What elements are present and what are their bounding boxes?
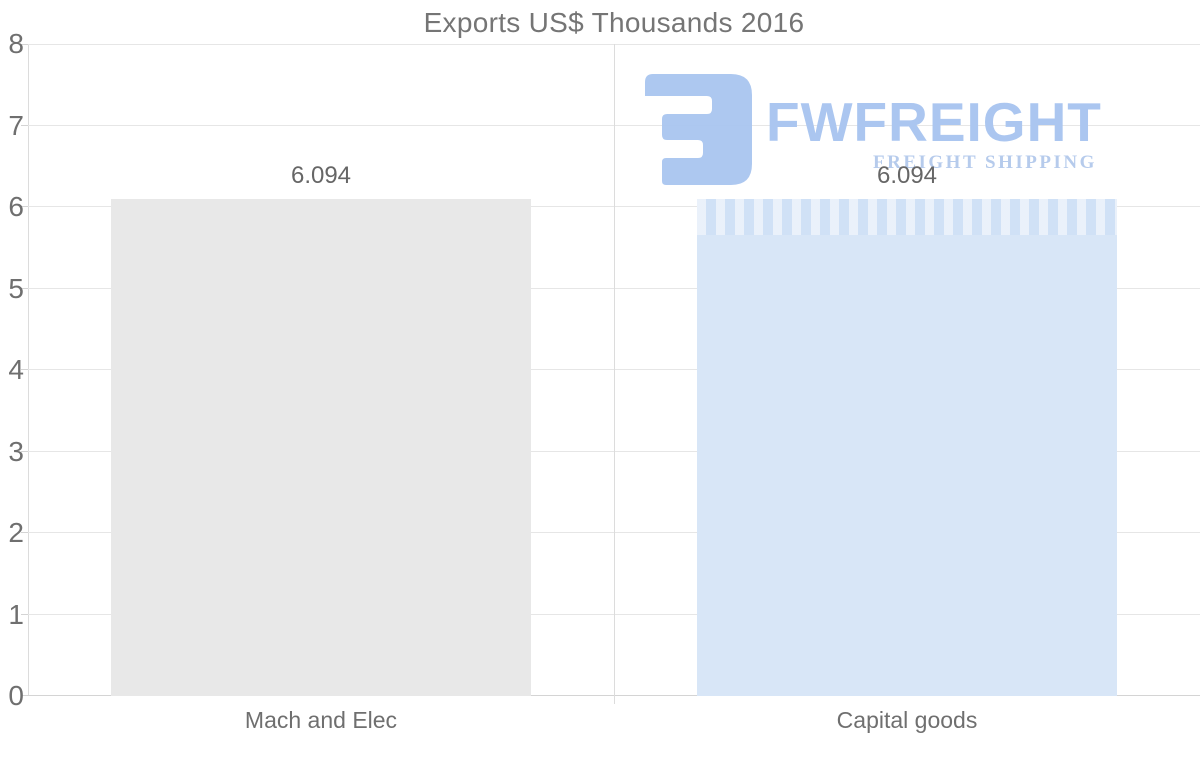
value-label-mach-and-elec: 6.094	[290, 162, 352, 190]
fwfreight-logo-icon	[645, 74, 752, 185]
y-tick-label-2: 2	[8, 517, 24, 548]
category-label-mach-and-elec: Mach and Elec	[244, 707, 398, 733]
watermark-brand-text: FWFREIGHT	[766, 91, 1102, 153]
category-separator	[614, 44, 615, 704]
y-axis-line	[28, 44, 29, 696]
bar-capital-goods	[697, 199, 1117, 696]
y-tick-mark-1	[21, 613, 28, 615]
y-tick-mark-6	[21, 206, 28, 207]
chart-title: Exports US$ Thousands 2016	[423, 7, 805, 38]
y-tick-mark-7	[21, 124, 28, 126]
y-tick-label-6: 6	[8, 191, 24, 222]
y-tick-label-3: 3	[8, 435, 24, 467]
y-tick-mark-0	[21, 695, 28, 696]
watermark-tagline-text: FREIGHT SHIPPING	[873, 152, 1097, 173]
y-tick-label-0: 0	[8, 680, 24, 711]
y-tick-label-8: 8	[8, 28, 24, 59]
y-tick-mark-5	[21, 287, 28, 289]
value-label-capital-goods: 6.094	[876, 162, 938, 190]
y-tick-label-4: 4	[8, 354, 24, 385]
y-tick-mark-8	[21, 44, 28, 45]
y-tick-mark-3	[21, 450, 28, 452]
y-tick-mark-2	[21, 532, 28, 533]
y-tick-label-7: 7	[8, 109, 24, 141]
y-tick-label-1: 1	[8, 598, 24, 630]
y-tick-label-5: 5	[8, 272, 24, 304]
category-label-capital-goods: Capital goods	[836, 707, 978, 733]
bar-mach-and-elec	[111, 199, 531, 696]
y-tick-mark-4	[21, 369, 28, 370]
plot-area: 6.094 6.094	[21, 44, 1200, 704]
